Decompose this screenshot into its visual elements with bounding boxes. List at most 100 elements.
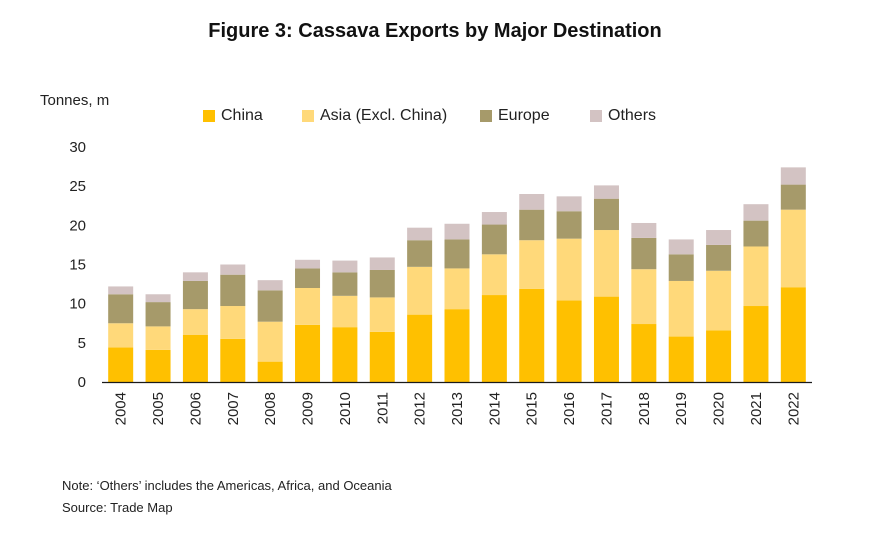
y-tick-label: 5 bbox=[78, 335, 86, 352]
x-tick-label: 2007 bbox=[225, 392, 242, 425]
bar-segment-asia-excl-china-2018 bbox=[631, 269, 657, 325]
legend: China Asia (Excl. China) Europe Others bbox=[0, 107, 870, 127]
x-tick-label: 2013 bbox=[449, 392, 466, 425]
legend-item-others: Others bbox=[590, 107, 656, 125]
bar-segment-others-2022 bbox=[780, 167, 806, 185]
x-tick-label: 2004 bbox=[113, 392, 130, 425]
bar-chart: 0 5 10 15 20 25 30 2004 2005 2006 2007 2008 2009 2010… bbox=[69, 139, 812, 425]
bar-segment-china-2012 bbox=[407, 314, 433, 382]
y-tick-label: 30 bbox=[69, 139, 86, 156]
bar-segment-europe-2017 bbox=[593, 198, 619, 231]
x-tick-label: 2011 bbox=[374, 392, 391, 424]
bar-segment-asia-excl-china-2010 bbox=[332, 295, 358, 328]
bar-segment-europe-2019 bbox=[668, 254, 694, 281]
x-tick-label: 2005 bbox=[150, 392, 167, 425]
x-tick-label: 2019 bbox=[673, 392, 690, 425]
x-tick-label: 2018 bbox=[636, 392, 653, 425]
bar-segment-others-2017 bbox=[593, 185, 619, 199]
bar-segment-others-2013 bbox=[444, 223, 470, 240]
bar-segment-others-2018 bbox=[631, 222, 657, 238]
bar-segment-asia-excl-china-2017 bbox=[593, 230, 619, 297]
y-axis-unit-label: Tonnes, m bbox=[40, 92, 110, 109]
note-text: Note: ‘Others’ includes the Americas, Af… bbox=[62, 478, 392, 493]
bar-segment-china-2009 bbox=[295, 324, 321, 382]
x-tick-label: 2021 bbox=[748, 392, 765, 425]
bar-segment-europe-2016 bbox=[556, 211, 582, 239]
legend-swatch-europe bbox=[480, 110, 492, 122]
bar-segment-china-2017 bbox=[593, 296, 619, 382]
x-tick-label: 2016 bbox=[561, 392, 578, 425]
bar-segment-china-2005 bbox=[145, 349, 171, 382]
chart-title: Figure 3: Cassava Exports by Major Desti… bbox=[208, 20, 662, 42]
bar-segment-asia-excl-china-2019 bbox=[668, 280, 694, 337]
bar-segment-asia-excl-china-2008 bbox=[257, 321, 283, 362]
bar-segment-asia-excl-china-2013 bbox=[444, 268, 470, 310]
bar-segment-others-2006 bbox=[182, 272, 208, 281]
bar-segment-china-2019 bbox=[668, 336, 694, 382]
bar-segment-europe-2006 bbox=[182, 280, 208, 310]
bar-segment-asia-excl-china-2020 bbox=[706, 270, 732, 331]
legend-label-asia: Asia (Excl. China) bbox=[320, 107, 448, 124]
bar-segment-others-2020 bbox=[706, 230, 732, 245]
bar-segment-asia-excl-china-2022 bbox=[780, 209, 806, 288]
bar-segment-europe-2011 bbox=[369, 269, 395, 298]
bar-segment-asia-excl-china-2011 bbox=[369, 297, 395, 332]
bar-segment-europe-2018 bbox=[631, 237, 657, 270]
bar-segment-europe-2004 bbox=[108, 294, 134, 324]
legend-item-china: China bbox=[203, 107, 263, 125]
bar-segment-europe-2005 bbox=[145, 302, 171, 327]
bar-segment-china-2007 bbox=[220, 338, 246, 382]
x-tick-label: 2008 bbox=[262, 392, 279, 425]
bar-segment-europe-2021 bbox=[743, 220, 769, 247]
bar-segment-others-2021 bbox=[743, 204, 769, 221]
x-tick-label: 2015 bbox=[524, 392, 541, 425]
bar-segment-asia-excl-china-2016 bbox=[556, 238, 582, 301]
bar-segment-china-2021 bbox=[743, 306, 769, 382]
bar-segment-others-2012 bbox=[407, 227, 433, 241]
bar-segment-others-2014 bbox=[481, 212, 507, 225]
bar-segment-asia-excl-china-2006 bbox=[182, 309, 208, 335]
bar-segment-europe-2015 bbox=[519, 209, 545, 241]
bar-segment-others-2010 bbox=[332, 260, 358, 273]
bar-segment-others-2009 bbox=[295, 259, 321, 269]
bar-segment-others-2004 bbox=[108, 286, 134, 295]
legend-swatch-others bbox=[590, 110, 602, 122]
legend-item-asia: Asia (Excl. China) bbox=[302, 107, 447, 125]
bar-segment-china-2006 bbox=[182, 335, 208, 382]
bar-segment-asia-excl-china-2012 bbox=[407, 266, 433, 315]
legend-label-china: China bbox=[221, 107, 263, 124]
legend-label-europe: Europe bbox=[498, 107, 550, 124]
x-tick-label: 2014 bbox=[486, 392, 503, 425]
y-tick-label: 10 bbox=[69, 296, 86, 313]
bar-segment-europe-2013 bbox=[444, 239, 470, 269]
bar-segment-others-2005 bbox=[145, 294, 171, 303]
bar-segment-asia-excl-china-2015 bbox=[519, 240, 545, 289]
legend-swatch-asia bbox=[302, 110, 314, 122]
bar-segment-china-2022 bbox=[780, 287, 806, 382]
bar-segment-china-2011 bbox=[369, 331, 395, 382]
y-tick-label: 15 bbox=[69, 257, 86, 274]
legend-item-europe: Europe bbox=[480, 107, 550, 125]
bar-segment-europe-2014 bbox=[481, 224, 507, 255]
bar-segment-asia-excl-china-2004 bbox=[108, 323, 134, 348]
bar-segment-asia-excl-china-2009 bbox=[295, 288, 321, 325]
bar-segment-others-2011 bbox=[369, 257, 395, 270]
bar-segment-europe-2010 bbox=[332, 272, 358, 296]
bar-segment-europe-2007 bbox=[220, 274, 246, 307]
bar-segment-china-2010 bbox=[332, 327, 358, 382]
bar-segment-china-2008 bbox=[257, 361, 283, 382]
bar-segment-others-2016 bbox=[556, 196, 582, 212]
x-tick-label: 2017 bbox=[598, 392, 615, 425]
source-text: Source: Trade Map bbox=[62, 500, 173, 515]
bar-segment-others-2008 bbox=[257, 280, 283, 291]
bar-segment-asia-excl-china-2005 bbox=[145, 326, 171, 350]
bar-segment-others-2015 bbox=[519, 194, 545, 210]
y-tick-label: 20 bbox=[69, 217, 86, 234]
bar-segment-china-2014 bbox=[481, 295, 507, 382]
x-tick-label: 2012 bbox=[412, 392, 429, 425]
bar-segment-others-2019 bbox=[668, 239, 694, 255]
bar-segment-asia-excl-china-2021 bbox=[743, 246, 769, 307]
bar-segment-asia-excl-china-2007 bbox=[220, 306, 246, 339]
x-tick-label: 2010 bbox=[337, 392, 354, 425]
x-tick-label: 2020 bbox=[711, 392, 728, 425]
